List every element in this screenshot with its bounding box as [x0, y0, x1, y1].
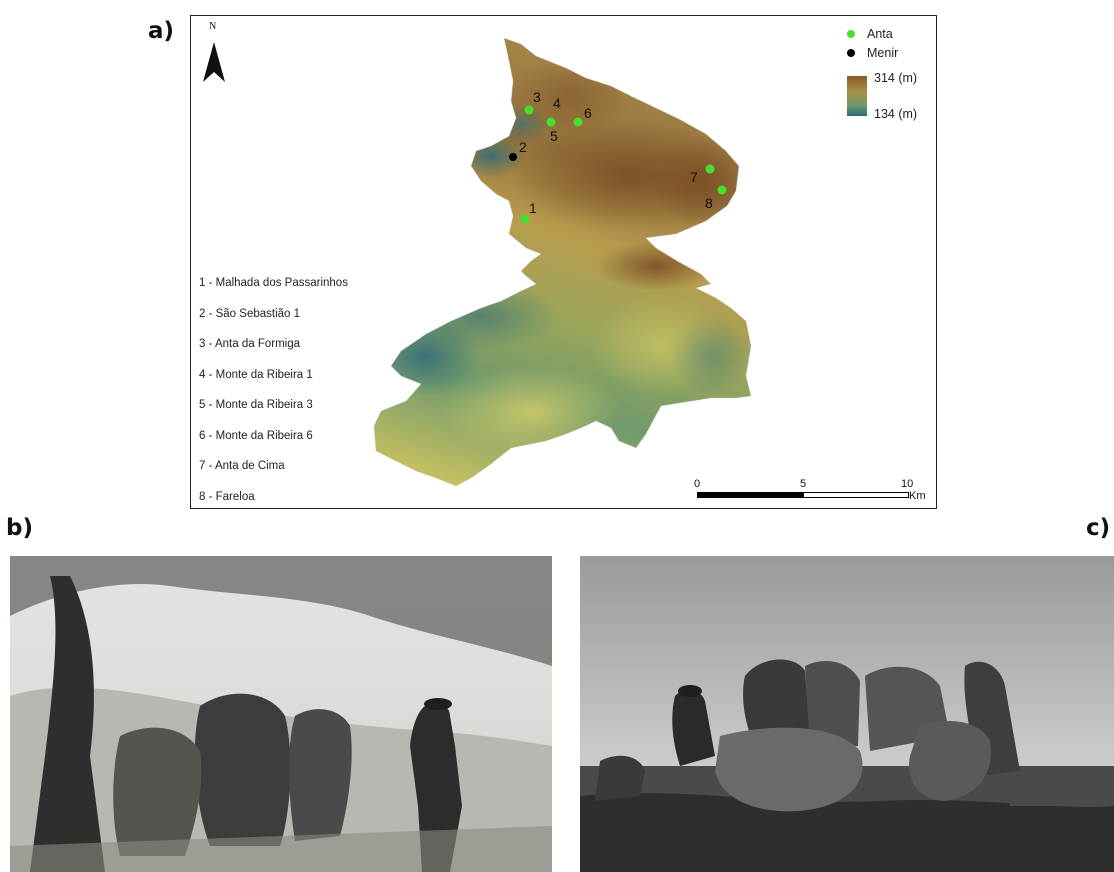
legend-menir: Menir — [843, 43, 898, 62]
menir-marker-icon — [847, 48, 855, 57]
site-list-item: 2 - São Sebastião 1 — [199, 307, 301, 320]
site-number-5: 5 — [550, 128, 558, 144]
legend-anta-label: Anta — [867, 26, 893, 41]
scale-bar-black — [697, 492, 803, 498]
site-list-item: 3 - Anta da Formiga — [199, 338, 300, 350]
elevation-high-label: 314 (m) — [874, 71, 918, 85]
legend-menir-label: Menir — [867, 45, 899, 60]
site-list-item: 7 - Anta de Cima — [199, 460, 285, 472]
scale-unit: Km — [909, 490, 926, 502]
dolmen-photo-b — [10, 556, 552, 872]
site-marker-6[interactable] — [573, 117, 583, 127]
panel-label-a: a) — [148, 18, 175, 44]
site-marker-3[interactable] — [524, 105, 534, 115]
site-number-3: 3 — [533, 89, 541, 105]
site-number-8: 8 — [705, 195, 713, 211]
dolmen-photo-c-image — [580, 556, 1114, 872]
site-number-1: 1 — [529, 200, 537, 216]
site-number-4: 4 — [553, 95, 561, 111]
site-list-item: 6 - Monte da Ribeira 6 — [199, 429, 313, 442]
north-label: N — [209, 21, 217, 32]
site-markers: 1 2 3 4 5 6 7 8 — [509, 89, 727, 224]
anta-marker-icon — [847, 29, 855, 38]
elevation-color-ramp — [847, 76, 867, 116]
scale-tick-5: 5 — [800, 478, 807, 490]
site-list-item: 8 - Fareloa — [199, 490, 255, 503]
site-marker-2[interactable] — [509, 153, 517, 161]
site-number-7: 7 — [690, 169, 698, 185]
scale-tick-0: 0 — [694, 478, 701, 490]
dolmen-photo-c — [580, 556, 1114, 872]
site-marker-7[interactable] — [705, 164, 715, 174]
dolmen-photo-b-image — [10, 556, 552, 872]
map-legend: Anta Menir — [843, 24, 898, 62]
panel-label-b: b) — [6, 515, 33, 541]
site-marker-1[interactable] — [520, 214, 530, 224]
site-number-2: 2 — [519, 139, 527, 155]
site-list-item: 5 - Monte da Ribeira 3 — [199, 399, 313, 411]
elevation-map — [373, 37, 752, 487]
elevation-low-label: 134 (m) — [874, 107, 918, 121]
site-list-item: 1 - Malhada dos Passarinhos — [199, 277, 348, 289]
site-list-item: 4 - Monte da Ribeira 1 — [199, 368, 313, 381]
scale-bar: 0 5 10 Km — [694, 478, 926, 504]
site-marker-4[interactable] — [546, 117, 556, 127]
panel-label-c: c) — [1086, 515, 1111, 541]
site-marker-8[interactable] — [717, 185, 727, 195]
map-panel: N Anta Menir 314 (m) 134 (m) 1 - Malhada… — [190, 15, 937, 509]
scale-bar-white — [803, 492, 909, 498]
site-number-6: 6 — [584, 105, 592, 121]
site-list: 1 - Malhada dos Passarinhos 2 - São Seba… — [199, 276, 348, 520]
scale-tick-10: 10 — [901, 478, 914, 490]
north-arrow-icon — [203, 42, 225, 82]
legend-anta: Anta — [843, 24, 898, 43]
